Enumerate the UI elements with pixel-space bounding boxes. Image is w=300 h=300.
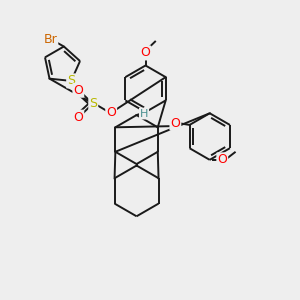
Text: H: H bbox=[140, 109, 148, 118]
Text: O: O bbox=[74, 84, 83, 97]
Text: O: O bbox=[141, 46, 151, 59]
Text: O: O bbox=[74, 111, 83, 124]
Text: S: S bbox=[67, 74, 75, 87]
Text: O: O bbox=[106, 106, 116, 119]
Text: S: S bbox=[89, 97, 97, 110]
Text: O: O bbox=[170, 117, 180, 130]
Text: Br: Br bbox=[44, 32, 57, 46]
Text: O: O bbox=[217, 153, 227, 167]
